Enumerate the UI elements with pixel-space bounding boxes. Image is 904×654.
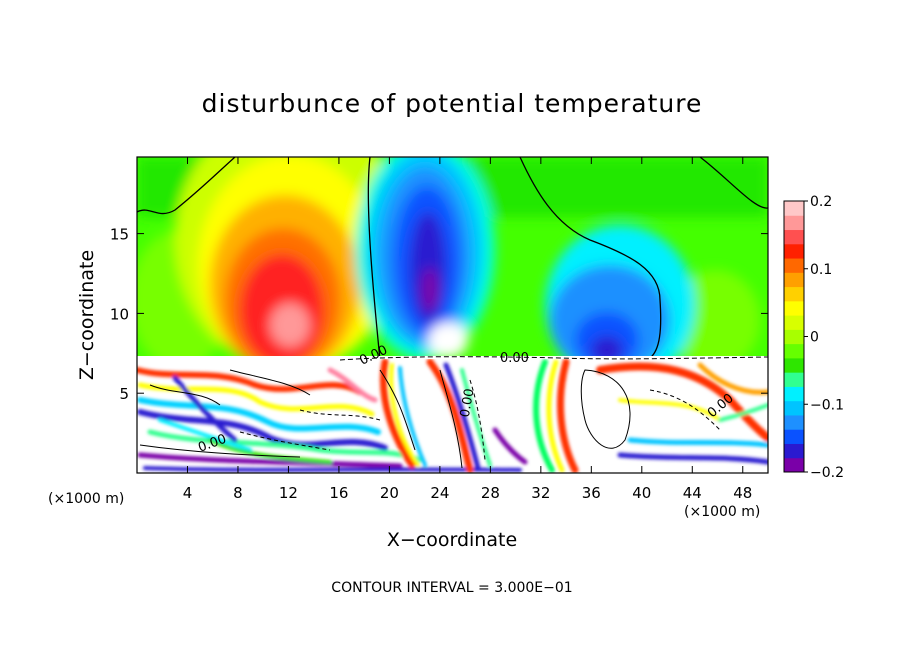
colorbar-tick-label: −0.2 [810, 465, 844, 481]
interface-contour [339, 356, 768, 361]
plot-area: 0.00 0.00 0.00 0.00 0.00 [137, 157, 768, 473]
colorbar-swatch [784, 315, 804, 330]
colorbar-swatch [784, 329, 804, 345]
x-axis-unit-left: (×1000 m) [48, 491, 124, 507]
colorbar-swatch [784, 243, 804, 259]
colorbar-tick-label: −0.1 [810, 397, 844, 413]
upper-contours [137, 157, 768, 361]
colorbar: 0.2 0.1 0 −0.1 −0.2 [783, 194, 844, 481]
colorbar-swatch [784, 258, 804, 273]
contour-label: 0.00 [500, 351, 529, 366]
x-tick-label: 12 [279, 484, 298, 502]
chart-title: disturbunce of potential temperature [202, 89, 703, 118]
colorbar-swatch [784, 400, 804, 416]
y-tick-label: 10 [110, 305, 129, 323]
y-axis: 5 10 15 [110, 226, 768, 403]
x-tick-label: 20 [380, 484, 399, 502]
lower-contours [139, 369, 721, 469]
colorbar-swatch [784, 201, 804, 216]
colorbar-tick-label: 0.1 [810, 262, 832, 278]
colorbar-swatch [784, 457, 804, 473]
colorbar-swatch [784, 357, 804, 373]
colorbar-swatch [784, 343, 804, 359]
colorbar-tick-label: 0.2 [810, 194, 832, 210]
x-tick-label: 44 [683, 484, 702, 502]
y-tick-label: 5 [119, 385, 129, 403]
colorbar-swatch [784, 300, 804, 316]
lower-field [137, 358, 768, 473]
colorbar-swatch [784, 443, 804, 459]
contour-label: 0.00 [458, 387, 478, 418]
x-axis: 4 8 12 16 20 24 28 32 36 40 44 48 [183, 157, 752, 502]
x-tick-label: 48 [733, 484, 752, 502]
colorbar-swatch [784, 429, 804, 444]
y-tick-label: 15 [110, 226, 129, 244]
colorbar-swatch [784, 272, 804, 288]
x-tick-label: 4 [183, 484, 193, 502]
colorbar-swatch [784, 386, 804, 402]
colorbar-swatch [784, 286, 804, 302]
contour-interval-note: CONTOUR INTERVAL = 3.000E−01 [331, 580, 572, 596]
x-tick-label: 16 [329, 484, 348, 502]
colorbar-swatch [784, 414, 804, 430]
x-tick-label: 36 [582, 484, 601, 502]
layer-interface [137, 356, 768, 359]
x-axis-unit-right: (×1000 m) [684, 504, 760, 520]
colorbar-swatch [784, 215, 804, 231]
x-axis-label: X−coordinate [387, 529, 517, 551]
x-tick-label: 32 [531, 484, 550, 502]
colorbar-swatch [784, 229, 804, 245]
x-tick-label: 8 [233, 484, 243, 502]
plot-frame [136, 156, 769, 474]
x-tick-label: 40 [632, 484, 651, 502]
y-axis-label: Z−coordinate [76, 250, 98, 380]
colorbar-tick-label: 0 [810, 330, 819, 346]
colorbar-swatch [784, 372, 804, 387]
x-tick-label: 24 [430, 484, 449, 502]
upper-field [137, 157, 768, 385]
x-tick-label: 28 [481, 484, 500, 502]
